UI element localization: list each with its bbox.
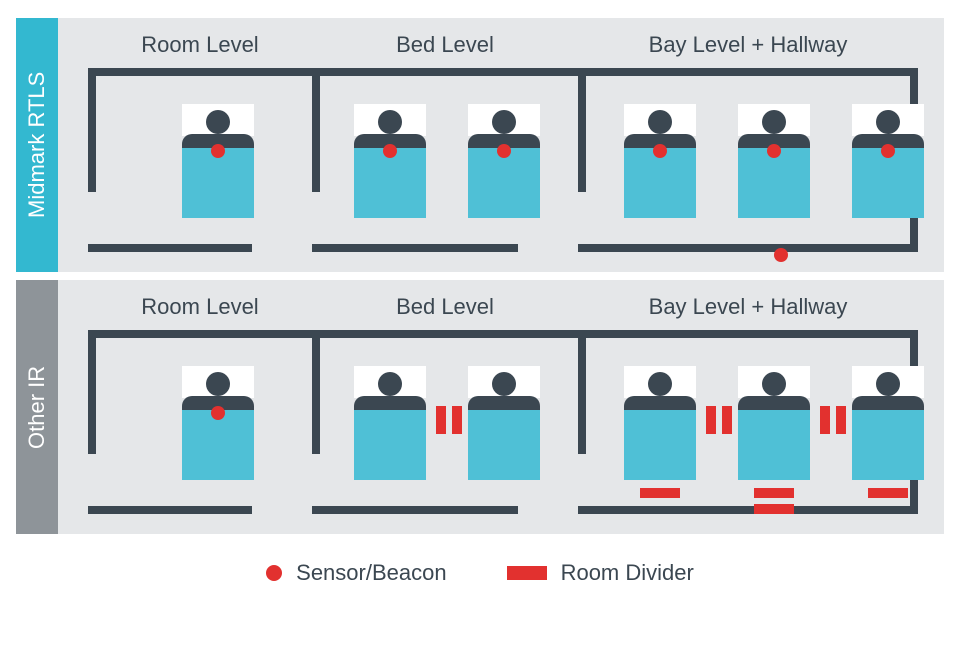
wall-split (578, 68, 586, 192)
wall-split (578, 506, 586, 514)
row-midmark-rtls: Midmark RTLS Room LevelBed LevelBay Leve… (16, 18, 944, 272)
sensor-icon (653, 144, 667, 158)
divider-icon (507, 566, 547, 580)
row-other-ir: Other IR Room LevelBed LevelBay Level + … (16, 280, 944, 534)
legend-sensor-label: Sensor/Beacon (296, 560, 446, 586)
wall-top (88, 68, 918, 76)
bed-icon (354, 104, 426, 220)
room-divider-icon (452, 406, 462, 434)
sensor-icon (266, 565, 282, 581)
wall-split (312, 506, 320, 514)
room-divider-icon (754, 488, 794, 498)
side-label-other: Other IR (16, 280, 58, 534)
wall-split (578, 244, 586, 252)
bed-icon (468, 104, 540, 220)
legend-divider: Room Divider (507, 560, 694, 586)
wall-bottom (578, 506, 918, 514)
header-room-level: Room Level (88, 32, 312, 58)
legend: Sensor/Beacon Room Divider (0, 560, 960, 586)
wall-left (88, 330, 96, 454)
panel-row1: Room LevelBed LevelBay Level + Hallway (58, 18, 944, 272)
room-divider-icon (820, 406, 830, 434)
wall-bottom (88, 506, 252, 514)
wall-split (312, 68, 320, 192)
sensor-icon (211, 406, 225, 420)
wall-split (578, 330, 586, 454)
room-divider-icon (436, 406, 446, 434)
bed-icon (182, 104, 254, 220)
legend-divider-label: Room Divider (561, 560, 694, 586)
bed-icon (738, 366, 810, 482)
sensor-icon (767, 144, 781, 158)
wall-bottom (312, 506, 518, 514)
bed-icon (468, 366, 540, 482)
wall-top (88, 330, 918, 338)
room-divider-icon (640, 488, 680, 498)
room-divider-icon (836, 406, 846, 434)
sensor-icon (211, 144, 225, 158)
room-divider-icon (706, 406, 716, 434)
sensor-icon (881, 144, 895, 158)
bed-icon (624, 366, 696, 482)
panel-row2: Room LevelBed LevelBay Level + Hallway (58, 280, 944, 534)
wall-bottom (578, 244, 918, 252)
wall-bottom (88, 244, 252, 252)
room-divider-icon (754, 504, 794, 514)
header-bed-level: Bed Level (312, 32, 578, 58)
room-divider-icon (722, 406, 732, 434)
wall-split (312, 330, 320, 454)
bed-icon (852, 366, 924, 482)
bed-icon (624, 104, 696, 220)
wall-split (312, 244, 320, 252)
header-bed-level: Bed Level (312, 294, 578, 320)
header-bay-level: Bay Level + Hallway (578, 294, 918, 320)
header-bay-level: Bay Level + Hallway (578, 32, 918, 58)
header-room-level: Room Level (88, 294, 312, 320)
bed-icon (354, 366, 426, 482)
sensor-icon (774, 248, 788, 262)
bed-icon (852, 104, 924, 220)
sensor-icon (383, 144, 397, 158)
wall-bottom (312, 244, 518, 252)
room-divider-icon (868, 488, 908, 498)
bed-icon (182, 366, 254, 482)
legend-sensor: Sensor/Beacon (266, 560, 446, 586)
side-label-midmark: Midmark RTLS (16, 18, 58, 272)
sensor-icon (497, 144, 511, 158)
bed-icon (738, 104, 810, 220)
wall-left (88, 68, 96, 192)
